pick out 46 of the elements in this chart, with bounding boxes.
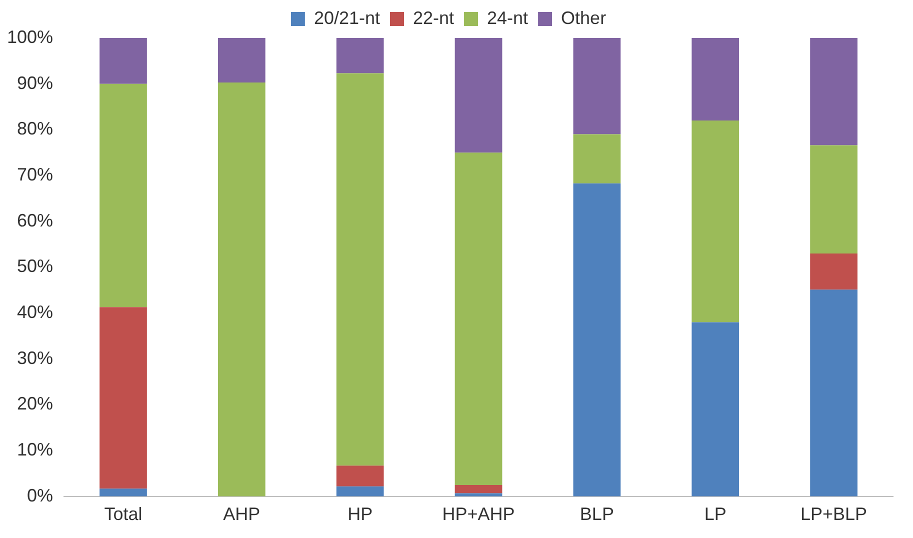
bar: [573, 134, 621, 184]
bar: [100, 488, 147, 496]
y-tick-label: 0%: [27, 485, 54, 506]
y-tick-label: 60%: [17, 210, 54, 230]
bar: [336, 466, 384, 486]
y-tick-label: 30%: [17, 348, 54, 368]
x-tick-label: HP: [348, 504, 373, 524]
bar: [336, 73, 384, 466]
bar: [810, 290, 858, 496]
bar: [810, 253, 858, 290]
y-tick-label: 50%: [17, 256, 54, 276]
legend-label: 20/21-nt: [314, 8, 380, 28]
y-tick-label: 10%: [17, 440, 54, 460]
bar: [100, 38, 147, 84]
y-tick-label: 90%: [17, 72, 54, 93]
x-tick-label: AHP: [223, 504, 260, 524]
y-tick-label: 100%: [6, 26, 54, 47]
bar: [218, 38, 266, 82]
x-tick-label: LP+BLP: [800, 504, 868, 524]
x-tick-label: BLP: [580, 504, 614, 524]
bar: [100, 307, 147, 489]
bar: [692, 322, 740, 496]
bar: [100, 84, 147, 308]
y-tick-label: 40%: [17, 302, 54, 322]
bar: [454, 38, 502, 153]
legend-label: 22-nt: [412, 8, 454, 28]
bar: [336, 486, 384, 496]
bar: [218, 82, 266, 496]
y-tick-label: 80%: [17, 118, 54, 139]
bar: [692, 120, 740, 322]
bar: [810, 145, 858, 254]
bar: [692, 38, 740, 121]
bar: [454, 484, 502, 494]
x-tick-label: Total: [104, 504, 142, 524]
bar: [336, 38, 384, 74]
bar: [454, 493, 502, 496]
x-tick-label: LP: [704, 504, 726, 524]
bar: [454, 152, 502, 485]
legend-label: Other: [561, 8, 606, 28]
y-tick-label: 70%: [17, 164, 54, 184]
y-tick-label: 20%: [17, 394, 54, 414]
x-tick-label: HP+AHP: [442, 504, 515, 524]
bar: [573, 38, 621, 134]
legend-label: 24-nt: [487, 8, 528, 28]
bar: [810, 38, 858, 146]
bar: [573, 183, 621, 496]
